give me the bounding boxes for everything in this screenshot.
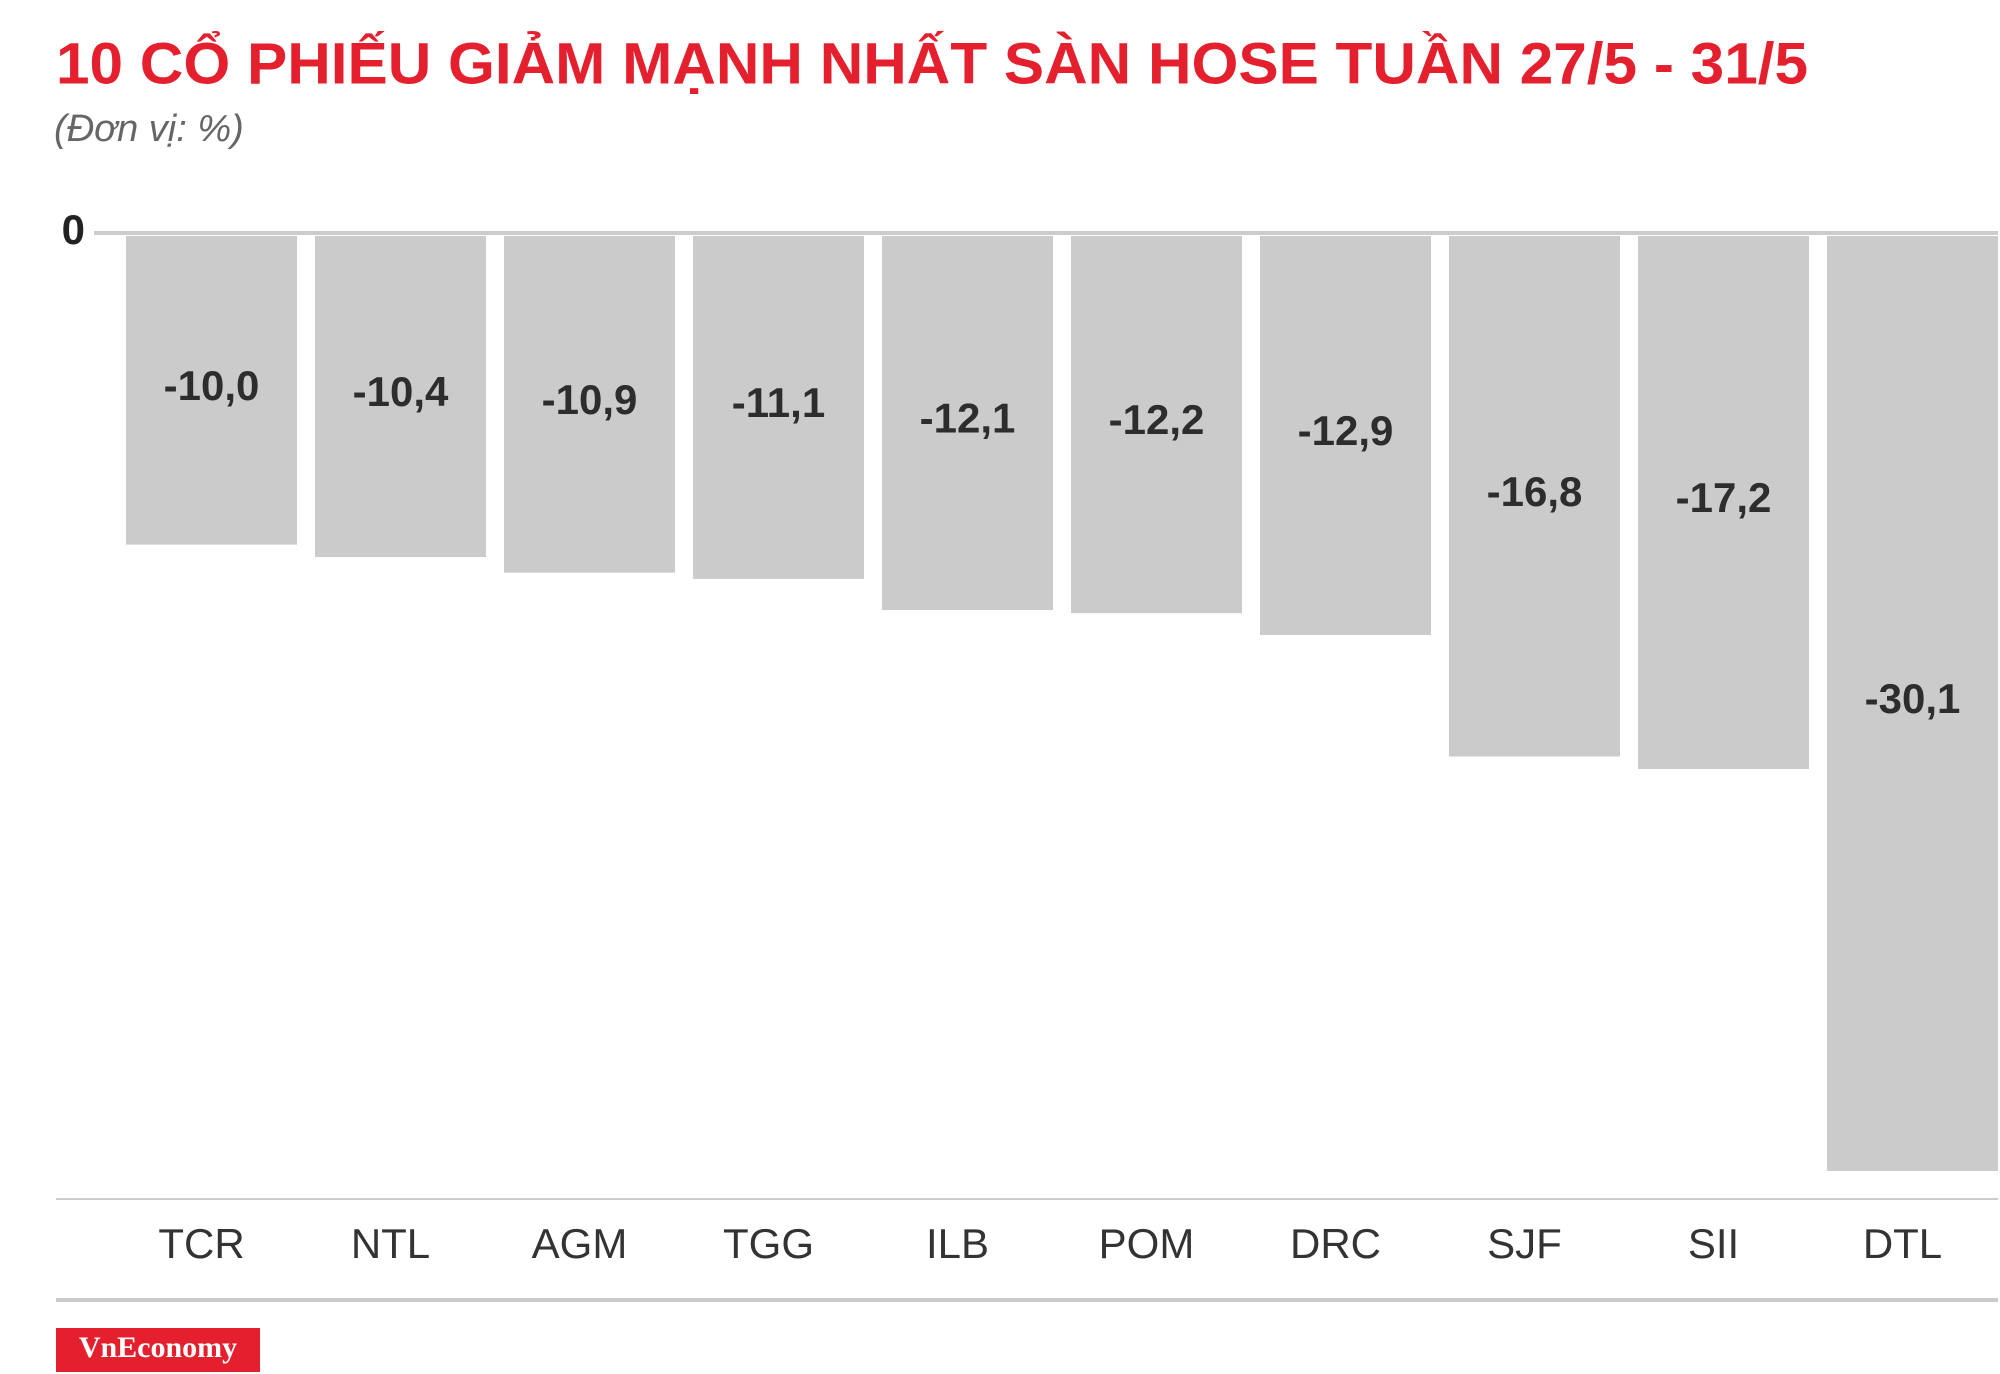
chart-title: 10 CỔ PHIẾU GIẢM MẠNH NHẤT SÀN HOSE TUẦN… bbox=[56, 31, 1808, 96]
bar bbox=[693, 236, 864, 579]
x-tick-label: TCR bbox=[158, 1220, 244, 1267]
chart-subtitle: (Đơn vị: %) bbox=[54, 108, 244, 150]
value-label: -30,1 bbox=[1865, 675, 1961, 722]
bar bbox=[1071, 236, 1242, 614]
x-tick-label: AGM bbox=[532, 1220, 628, 1267]
x-tick-label: TGG bbox=[723, 1220, 814, 1267]
bar bbox=[1638, 236, 1809, 769]
bar bbox=[882, 236, 1053, 611]
bar bbox=[1449, 236, 1620, 757]
value-label: -10,9 bbox=[542, 376, 638, 423]
value-label: -12,1 bbox=[920, 395, 1016, 442]
brand: VnEconomy bbox=[79, 1331, 237, 1364]
value-label: -11,1 bbox=[732, 379, 825, 426]
value-label: -12,9 bbox=[1298, 407, 1394, 454]
value-label: -10,4 bbox=[353, 368, 449, 415]
value-label: -16,8 bbox=[1487, 468, 1583, 515]
x-tick-label: POM bbox=[1099, 1220, 1195, 1267]
bar bbox=[315, 236, 486, 558]
bar bbox=[1827, 236, 1998, 1171]
x-tick-label: DRC bbox=[1290, 1220, 1381, 1267]
bar bbox=[504, 236, 675, 573]
bar bbox=[1260, 236, 1431, 635]
x-tick-label: SJF bbox=[1487, 1220, 1562, 1267]
x-tick-label: NTL bbox=[351, 1220, 430, 1267]
value-label: -10,0 bbox=[164, 362, 260, 409]
x-tick-label: ILB bbox=[926, 1220, 989, 1267]
bar bbox=[126, 236, 297, 545]
y-tick-label: 0 bbox=[62, 206, 85, 253]
brand-box bbox=[56, 1328, 260, 1372]
value-label: -17,2 bbox=[1676, 474, 1772, 521]
x-tick-label: SII bbox=[1688, 1220, 1739, 1267]
x-tick-label: DTL bbox=[1863, 1220, 1942, 1267]
value-label: -12,2 bbox=[1109, 396, 1205, 443]
